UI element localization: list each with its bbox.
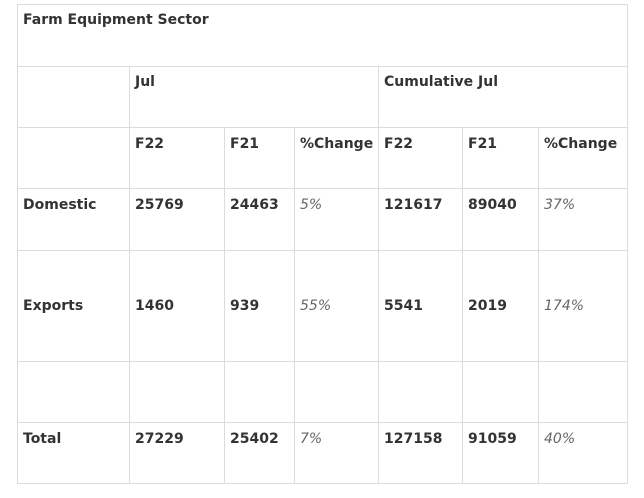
table-cell: 25769 — [129, 188, 225, 251]
col-header: F22 — [378, 127, 463, 189]
column-header-row: F22 F21 %Change F22 F21 %Change — [17, 127, 629, 189]
col-header: %Change — [537, 127, 629, 189]
table-cell: 27229 — [129, 422, 225, 484]
col-header: F21 — [224, 127, 295, 189]
table-cell — [378, 361, 463, 423]
table-cell: 121617 — [378, 188, 463, 251]
empty-header-cell — [17, 127, 130, 189]
table-cell — [17, 361, 130, 423]
table-cell — [294, 361, 379, 423]
row-label: Domestic — [17, 188, 130, 251]
table-cell: 1460 — [129, 250, 225, 362]
table-cell: 127158 — [378, 422, 463, 484]
table-row: Domestic 25769 24463 5% 121617 89040 37% — [17, 188, 629, 251]
table-title: Farm Equipment Sector — [16, 4, 629, 67]
table-row — [17, 361, 629, 423]
table-cell: 24463 — [224, 188, 295, 251]
table-cell: 55% — [294, 250, 379, 362]
table-row: Exports 1460 939 55% 5541 2019 174% — [17, 250, 629, 362]
table-cell: 2019 — [462, 250, 539, 362]
table-cell: 5% — [294, 188, 379, 251]
row-label: Total — [17, 422, 130, 484]
row-label: Exports — [17, 250, 130, 362]
table-cell: 89040 — [462, 188, 539, 251]
period-cumulative-jul: Cumulative Jul — [377, 66, 629, 128]
table-cell — [537, 361, 629, 423]
col-header: %Change — [294, 127, 379, 189]
table-cell: 5541 — [378, 250, 463, 362]
empty-header-cell — [17, 66, 130, 128]
title-row: Farm Equipment Sector — [16, 4, 629, 67]
table-cell — [224, 361, 295, 423]
table-cell: 174% — [537, 250, 629, 362]
table-cell — [129, 361, 225, 423]
table-cell: 939 — [224, 250, 295, 362]
table-row: Total 27229 25402 7% 127158 91059 40% — [17, 422, 629, 484]
table-cell: 37% — [537, 188, 629, 251]
table-cell: 91059 — [462, 422, 539, 484]
table-cell: 40% — [537, 422, 629, 484]
table-cell: 25402 — [224, 422, 295, 484]
table-cell — [462, 361, 539, 423]
farm-equipment-table: Farm Equipment Sector Jul Cumulative Jul… — [16, 4, 629, 484]
period-jul: Jul — [129, 66, 379, 128]
period-header-row: Jul Cumulative Jul — [17, 66, 629, 128]
table-cell: 7% — [294, 422, 379, 484]
col-header: F22 — [129, 127, 225, 189]
col-header: F21 — [462, 127, 539, 189]
